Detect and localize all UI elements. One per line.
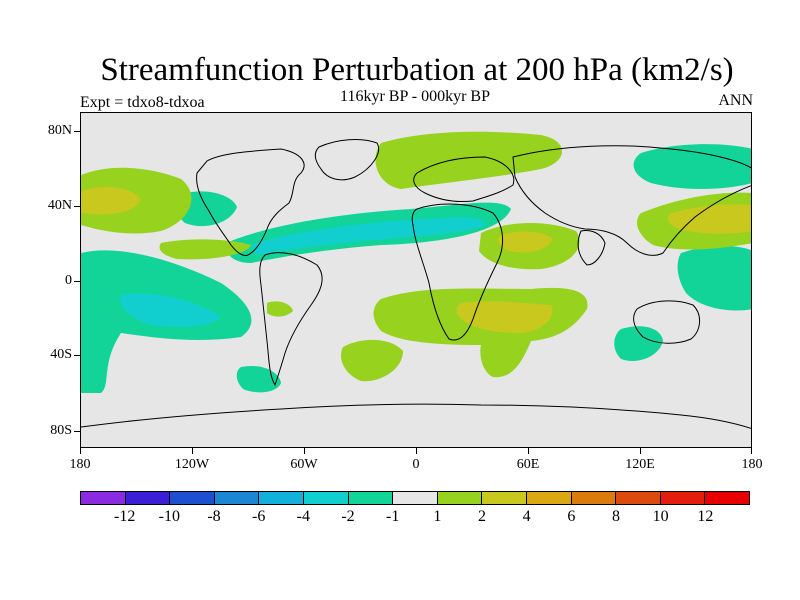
colorbar-label: 4 <box>522 508 531 525</box>
lat-label-80s: 80S <box>50 423 72 438</box>
colorbar-label: -1 <box>385 508 400 525</box>
colorbar-cell <box>437 492 483 504</box>
colorbar-cell <box>303 492 349 504</box>
coastlines <box>81 139 751 429</box>
neg-region-south-pacific-core <box>120 293 221 327</box>
coastline-north-america <box>196 148 305 256</box>
colorbar-cell <box>259 492 304 504</box>
tick-lat-80n <box>74 131 80 132</box>
colorbar-label: -2 <box>341 508 355 525</box>
colorbar-cell <box>81 492 126 504</box>
colorbar-label: 6 <box>567 508 576 525</box>
tick-lon-60e <box>528 448 529 454</box>
experiment-label: Expt = tdxo8-tdxoa <box>80 94 205 111</box>
pos-region-central-pacific <box>159 239 251 260</box>
coastline-europe <box>413 156 515 202</box>
tick-lat-40n <box>74 206 80 207</box>
lon-label-120e: 120E <box>625 457 655 472</box>
chart-title: Streamfunction Perturbation at 200 hPa (… <box>100 52 734 88</box>
coastline-greenland <box>314 139 379 181</box>
pos-region-south-atlantic-west <box>341 339 403 382</box>
colorbar-cell <box>705 492 749 504</box>
colorbar-cell <box>214 492 260 504</box>
colorbar-label: -12 <box>113 508 136 525</box>
map-panel <box>80 112 752 448</box>
colorbar-cell <box>393 492 438 504</box>
neg-region-south-indian <box>614 326 663 361</box>
neg-region-arctic-asia <box>633 144 751 189</box>
colorbar-label: 1 <box>433 508 442 525</box>
colorbar-label: -6 <box>251 508 266 525</box>
pos-region-north-pacific-core <box>81 186 141 215</box>
neg-region-north-atlantic-core <box>251 217 486 255</box>
colorbar-label: -8 <box>207 508 221 525</box>
colorbar-cell <box>616 492 661 504</box>
lon-label-180w: 180 <box>69 457 91 472</box>
colorbar-label: 2 <box>478 508 486 525</box>
colorbar-label: 8 <box>612 508 620 525</box>
colorbar-cell <box>125 492 171 504</box>
neg-region-south-atlantic-small <box>236 365 281 393</box>
chart-subtitle: 116kyr BP - 000kyr BP <box>340 88 490 105</box>
colorbar-label: -10 <box>158 508 180 525</box>
pos-region-north-europe <box>375 131 563 189</box>
tick-lon-180e <box>751 448 752 454</box>
neg-region-west-pacific <box>677 246 751 311</box>
colorbar-cell <box>170 492 215 504</box>
pos-region-arabia-core <box>498 231 553 253</box>
colorbar-cell <box>660 492 706 504</box>
coastline-india <box>577 230 606 266</box>
lat-label-40n: 40N <box>47 198 72 213</box>
positive-regions <box>81 131 751 382</box>
colorbar-cell <box>348 492 394 504</box>
tick-lon-180w <box>80 448 81 454</box>
coastline-antarctica <box>81 403 751 429</box>
tick-lon-120e <box>640 448 641 454</box>
colorbar-cell <box>526 492 572 504</box>
neg-region-north-pacific <box>176 191 237 227</box>
tick-lon-60w <box>304 448 305 454</box>
tick-lon-0 <box>416 448 417 454</box>
lon-label-180e: 180 <box>741 457 763 472</box>
colorbar-label: 12 <box>697 508 714 525</box>
pos-region-east-asia-core <box>667 204 751 234</box>
lat-label-40s: 40S <box>50 347 72 362</box>
period-label: ANN <box>718 92 753 109</box>
lat-label-0: 0 <box>65 273 72 288</box>
colorbar-label: -4 <box>296 508 310 525</box>
colorbar-cell <box>482 492 527 504</box>
colorbar <box>80 491 750 505</box>
colorbar-label: 10 <box>652 508 669 525</box>
lat-label-80n: 80N <box>47 123 72 138</box>
coastline-asia <box>512 145 751 256</box>
tick-lat-0 <box>74 281 80 282</box>
coastline-australia <box>633 300 700 344</box>
coastline-africa <box>411 203 503 341</box>
lon-label-60w: 60W <box>290 457 318 472</box>
pos-region-south-indian-core <box>456 301 553 333</box>
lon-label-0: 0 <box>412 457 420 472</box>
lon-label-120w: 120W <box>174 457 210 472</box>
coastline-south-america <box>259 252 323 387</box>
lon-label-60e: 60E <box>516 457 540 472</box>
negative-regions <box>81 144 751 393</box>
tick-lat-40s <box>74 355 80 356</box>
tick-lat-80s <box>74 431 80 432</box>
tick-lon-120w <box>192 448 193 454</box>
colorbar-cell <box>571 492 617 504</box>
map-svg <box>81 131 751 429</box>
pos-region-south-america-small <box>267 301 293 317</box>
pos-region-south-atlantic-indian <box>373 287 588 378</box>
